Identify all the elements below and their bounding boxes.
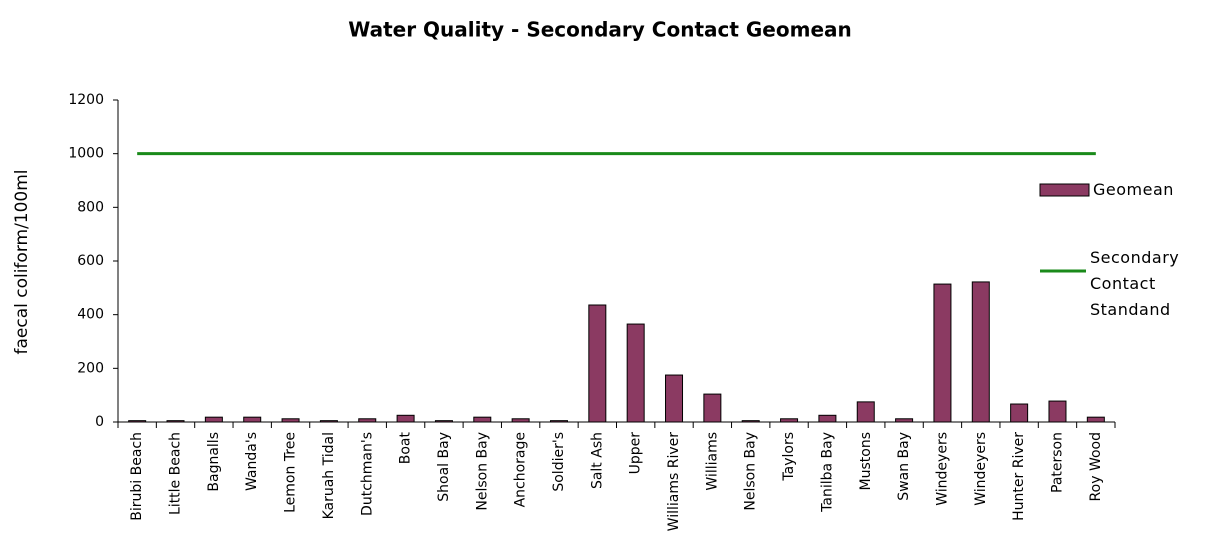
bar [895,418,914,423]
x-tick-label: Nelson Bay [743,432,759,511]
y-tick-label: 1000 [68,146,104,162]
x-tick-label: Salt Ash [589,432,605,489]
bar [128,420,147,423]
x-tick-label: Karuah Tidal [321,432,337,519]
x-tick-label: Lemon Tree [283,432,299,513]
legend-label: Secondary Contact Standand [1090,248,1180,319]
x-tick-label: Little Beach [168,432,184,515]
x-tick-label: Dutchman's [359,432,375,516]
bar [741,420,760,423]
bar [1086,416,1105,423]
x-tick-label: Shoal Bay [436,432,452,502]
bar [166,420,185,423]
legend-swatch [1039,183,1090,197]
bar [626,323,645,423]
x-tick-label: Nelson Bay [474,432,490,511]
bar [511,418,530,423]
bar [933,283,952,423]
x-tick-label: Roy Wood [1088,432,1104,501]
y-axis-label: faecal coliform/100ml [12,169,32,354]
x-tick-label: Williams River [666,432,682,532]
x-tick-label: Upper [628,432,644,475]
bar [358,418,377,423]
legend-label: Geomean [1093,180,1174,199]
x-tick-label: Boat [398,432,414,465]
bar [856,401,875,423]
x-tick-label: Taylors [781,432,797,482]
x-tick-label: Windeyers [934,432,950,506]
bar [473,416,492,423]
x-tick-label: Mustons [858,432,874,490]
x-tick-label: Hunter River [1011,432,1027,521]
bar [665,374,684,423]
y-tick-label: 400 [77,307,104,323]
x-tick-label: Anchorage [513,432,529,507]
bar [1010,403,1029,423]
x-tick-label: Wanda's [244,432,260,491]
bar [243,416,262,423]
x-tick-label: Paterson [1049,432,1065,493]
y-tick-label: 0 [95,414,104,430]
bar [703,393,722,423]
bar [971,281,990,423]
y-tick-label: 1200 [68,92,104,108]
bar [1048,400,1067,423]
bar [780,418,799,423]
x-tick-label: Soldier's [551,432,567,492]
y-tick-label: 200 [77,360,104,376]
x-tick-label: Tanilba Bay [819,432,835,513]
bar [204,416,223,423]
bar [281,418,300,423]
x-tick-label: Bagnalls [206,432,222,492]
bar [549,420,568,423]
bar [434,420,453,423]
x-tick-label: Windeyers [973,432,989,506]
y-tick-label: 600 [77,253,104,269]
y-tick-label: 800 [77,199,104,215]
bar [396,414,415,423]
x-tick-label: Birubi Beach [129,432,145,521]
x-tick-label: Swan Bay [896,432,912,501]
bar [319,420,338,423]
chart-title: Water Quality - Secondary Contact Geomea… [348,18,852,42]
bar [818,414,837,423]
x-tick-label: Williams [704,432,720,491]
bar [588,304,607,423]
